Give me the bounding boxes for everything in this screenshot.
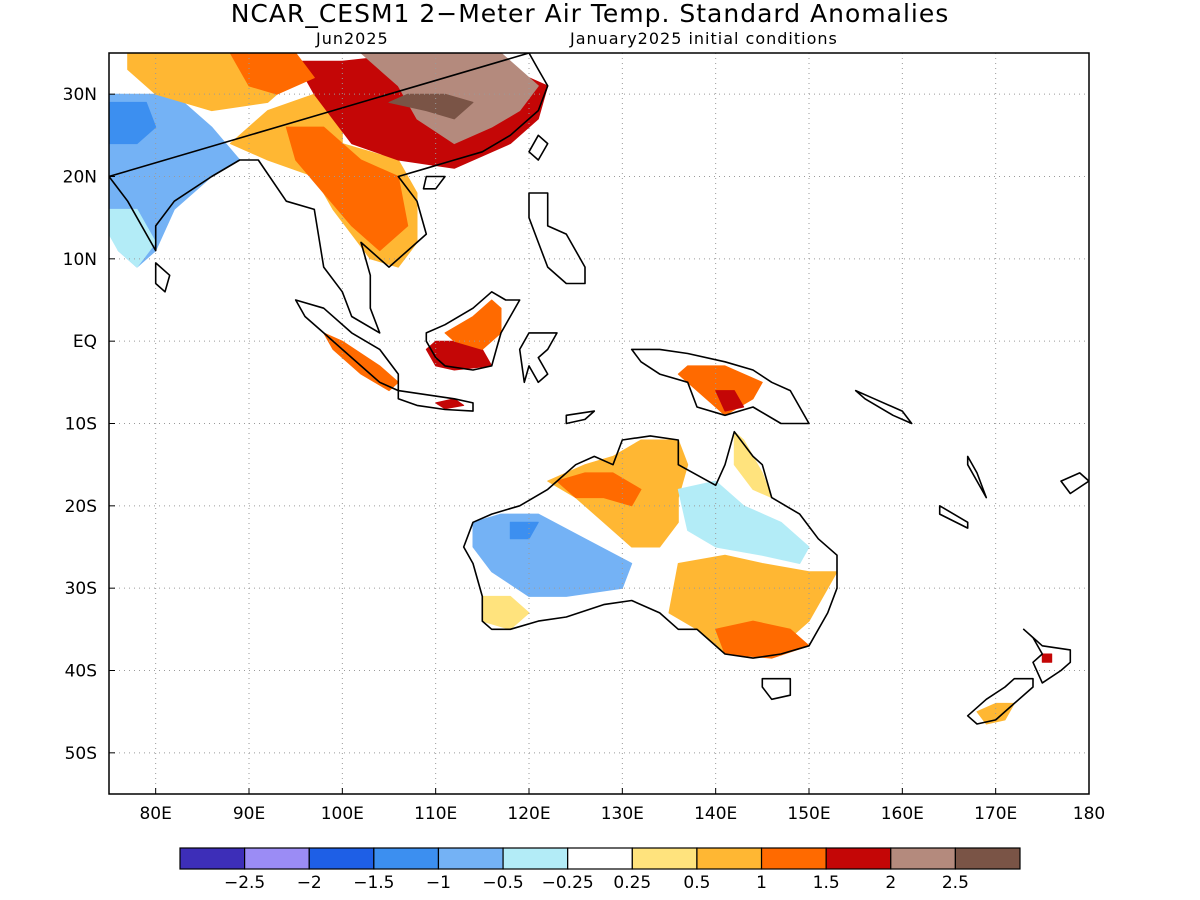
region-australia-southeast [668,554,838,655]
colorbar: −2.5 −2 −1.5 −1 −0.5 −0.25 0.25 0.5 1 1.5 2 2.5 [179,847,1021,893]
coastline-sumatra [294,299,400,392]
colorbar-swatch-5 [437,847,504,870]
colorbar-swatch-11 [825,847,892,870]
anomaly-regions [109,53,1053,725]
coastline-java [397,389,474,412]
colorbar-label-8: 0.5 [683,873,710,893]
lon-label-150e: 150E [787,804,830,824]
colorbar-label-4: −1 [426,873,451,893]
region-borneo-north [444,299,502,350]
region-central-china-core [388,93,474,120]
lat-label-40s: 40S [65,662,97,682]
colorbar-swatch-3 [308,847,375,870]
region-australia-east [677,480,810,564]
coastline-new-zealand-south [966,677,1034,725]
lat-label-30s: 30S [65,579,97,599]
coastline-fiji [1060,472,1089,495]
map-title: NCAR_CESM1 2−Meter Air Temp. Standard An… [230,0,950,28]
region-tibet-north [229,53,315,95]
forecast-month: Jun2025 [316,29,389,48]
lon-label-160e: 160E [881,804,924,824]
colorbar-swatch-12 [890,847,956,870]
lon-label-80e: 80E [139,804,171,824]
colorbar-swatch-8 [631,847,698,870]
coastline-sulawesi [518,332,558,384]
region-australia-northwest [556,472,642,507]
coastline-borneo [425,290,521,371]
colorbar-swatch-2 [244,847,310,870]
colorbar-swatch-13 [954,847,1021,870]
region-java-east [435,398,465,410]
region-india-core [109,101,157,145]
colorbar-swatch-9 [696,847,763,870]
colorbar-label-7: 0.25 [613,873,651,893]
coastline-australia [462,430,838,659]
region-new-guinea-core [715,390,745,412]
region-india-coast [109,208,157,268]
colorbar-swatch-1 [179,847,246,870]
coastlines [109,53,1089,725]
colorbar-label-1: −2.5 [224,873,265,893]
coastline-tasmania [761,677,792,701]
lat-label-20s: 20S [65,497,97,517]
colorbar-label-12: 2.5 [942,873,969,893]
colorbar-label-6: −0.25 [542,873,594,893]
region-sumatra [323,332,399,392]
lon-label-110e: 110E [414,804,457,824]
coastline-hainan [422,175,446,190]
colorbar-swatch-6 [502,847,569,870]
lat-label-50s: 50S [65,744,97,764]
lon-label-100e: 100E [321,804,364,824]
coastline-new-caledonia [938,504,969,529]
lon-label-90e: 90E [233,804,265,824]
colorbar-label-5: −0.5 [482,873,523,893]
lat-label-eq: EQ [73,332,97,352]
colorbar-label-11: 2 [885,873,896,893]
lon-label-140e: 140E [694,804,737,824]
colorbar-label-2: −2 [297,873,322,893]
coastline-new-guinea [630,348,810,425]
coastline-philippines [528,192,586,285]
lat-label-10s: 10S [65,415,97,435]
coastline-taiwan [528,134,549,161]
colorbar-label-3: −1.5 [353,873,394,893]
colorbar-swatch-7 [567,847,633,870]
lat-label-10n: 10N [63,250,97,270]
colorbar-label-10: 1.5 [813,873,840,893]
lon-label-120e: 120E [507,804,550,824]
coastline-sri-lanka [154,262,171,293]
lat-label-30n: 30N [63,85,97,105]
initial-conditions: January2025 initial conditions [570,29,838,48]
lon-label-130e: 130E [601,804,644,824]
region-new-zealand-north [1041,653,1053,663]
lon-label-180: 180 [1073,804,1105,824]
lon-label-170e: 170E [974,804,1017,824]
axis-ticks: 80E 90E 100E 110E 120E 130E 140E 150E 160E 170E 18… [63,85,1106,824]
coastline-vanuatu [966,455,988,499]
colorbar-label-9: 1 [756,873,767,893]
coastline-asia-coast [109,53,549,334]
coastline-solomon-islands [854,389,913,425]
coastline-timor [565,410,596,425]
lat-label-20n: 20N [63,168,97,188]
colorbar-swatch-10 [760,847,827,870]
colorbar-swatch-4 [373,847,440,870]
coastline-new-zealand-north [1022,628,1072,684]
